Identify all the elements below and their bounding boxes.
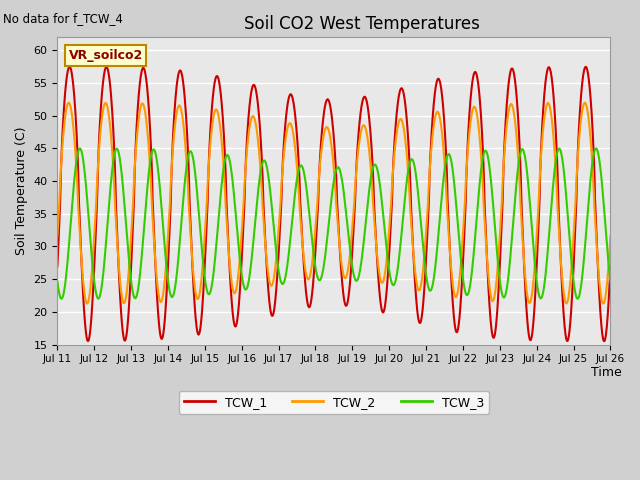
Line: TCW_1: TCW_1 — [58, 67, 611, 341]
TCW_2 — [308, 262, 316, 268]
TCW_1 — [591, 170, 598, 176]
TCW_3 — [54, 279, 61, 285]
Y-axis label: Soil Temperature (C): Soil Temperature (C) — [15, 127, 28, 255]
TCW_2 — [591, 208, 598, 214]
TCW_1 — [607, 264, 614, 269]
TCW_3 — [308, 236, 316, 242]
TCW_2 — [323, 124, 330, 130]
TCW_3 — [82, 182, 90, 188]
TCW_2 — [600, 301, 607, 307]
TCW_3 — [592, 145, 600, 151]
Title: Soil CO2 West Temperatures: Soil CO2 West Temperatures — [244, 15, 479, 33]
TCW_1 — [600, 338, 608, 344]
TCW_1 — [66, 64, 74, 70]
TCW_3 — [591, 148, 598, 154]
Legend: TCW_1, TCW_2, TCW_3: TCW_1, TCW_2, TCW_3 — [179, 391, 489, 414]
Line: TCW_3: TCW_3 — [58, 148, 611, 299]
Text: No data for f_TCW_4: No data for f_TCW_4 — [3, 12, 123, 25]
TCW_3 — [490, 202, 497, 208]
Line: TCW_2: TCW_2 — [58, 103, 611, 304]
TCW_3 — [607, 279, 614, 285]
TCW_3 — [323, 241, 330, 247]
TCW_2 — [607, 233, 614, 239]
TCW_2 — [591, 204, 598, 209]
TCW_1 — [323, 97, 330, 103]
TCW_1 — [490, 335, 497, 340]
TCW_3 — [58, 296, 65, 301]
X-axis label: Time: Time — [591, 366, 621, 379]
TCW_1 — [54, 264, 61, 269]
Text: VR_soilco2: VR_soilco2 — [68, 49, 143, 62]
TCW_2 — [490, 298, 497, 304]
TCW_1 — [308, 292, 316, 298]
TCW_3 — [591, 148, 598, 154]
TCW_2 — [65, 100, 72, 106]
TCW_2 — [82, 299, 90, 304]
TCW_1 — [82, 329, 90, 335]
TCW_1 — [591, 180, 598, 185]
TCW_2 — [54, 233, 61, 239]
